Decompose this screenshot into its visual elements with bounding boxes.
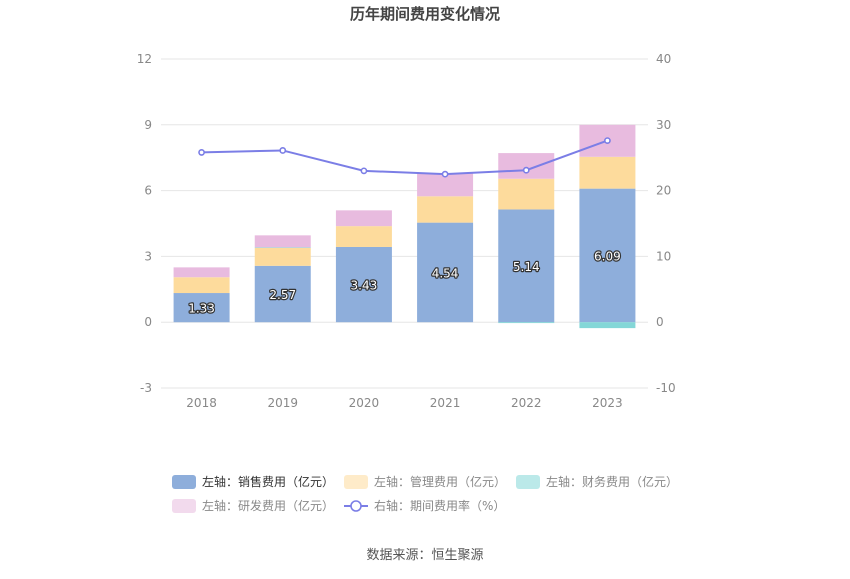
legend-item: 右轴：期间费用率（%）: [344, 498, 505, 513]
bar-finance-2019: [254, 247, 311, 248]
legend-item: 左轴：财务费用（亿元）: [516, 474, 678, 489]
legend-item: 左轴：研发费用（亿元）: [172, 498, 334, 513]
bar-admin-2019: [254, 247, 311, 266]
rate-point-2018: [198, 149, 205, 156]
left-tick-label: 6: [144, 184, 152, 198]
legend: 左轴：销售费用（亿元） 左轴：管理费用（亿元） 左轴：财务费用（亿元） 左轴：研发费用…: [172, 474, 678, 513]
bar-finance-2022: [498, 322, 555, 324]
bar-rnd-2021: [417, 173, 474, 197]
right-tick-label: 20: [656, 184, 671, 198]
bar-admin-2018: [173, 277, 230, 294]
bar-sales-2022: [498, 209, 555, 323]
legend-marker: [350, 500, 362, 512]
right-tick-label: -10: [656, 381, 676, 395]
expense-rate-line: [198, 137, 611, 178]
left-axis: -3 0 3 6 9 12: [137, 52, 152, 395]
gridlines: [161, 58, 648, 389]
rate-point-2020: [360, 167, 368, 175]
bar-sales-2020: [335, 246, 392, 323]
left-tick-label: 12: [137, 52, 152, 66]
bar-rnd-2018: [173, 267, 230, 278]
legend-label: 左轴：管理费用（亿元）: [374, 474, 506, 489]
left-tick-label: 9: [144, 118, 152, 132]
bar-sales-2019: [254, 265, 311, 323]
right-tick-label: 40: [656, 52, 671, 66]
legend-label: 左轴：销售费用（亿元）: [202, 474, 334, 489]
bars: [173, 124, 636, 329]
bar-rnd-2020: [335, 210, 392, 227]
x-tick-label: 2019: [267, 396, 298, 410]
rate-point-2019: [279, 147, 287, 154]
x-tick-label: 2018: [186, 396, 217, 410]
rate-line-path: [201, 139, 608, 176]
x-axis: 2018 2019 2020 2021 2022 2023: [186, 396, 622, 410]
bar-sales-2021: [417, 222, 474, 323]
legend-item: 左轴：销售费用（亿元）: [172, 474, 334, 489]
right-tick-label: 0: [656, 315, 664, 329]
legend-swatch: [172, 475, 196, 489]
bar-label: 1.33: [188, 302, 215, 316]
bar-rnd-2022: [498, 153, 555, 179]
legend-swatch: [172, 499, 196, 513]
legend-label: 左轴：财务费用（亿元）: [546, 474, 678, 489]
bar-sales-2018: [173, 293, 230, 323]
chart-title: 历年期间费用变化情况: [350, 5, 500, 23]
chart-source: 数据来源：恒生聚源: [366, 548, 483, 563]
legend-label: 左轴：研发费用（亿元）: [202, 498, 334, 513]
bar-finance-2023: [579, 322, 636, 329]
bar-data-labels: 1.33 2.57 3.43 4.54 5.14 6.09: [187, 248, 622, 317]
legend-label: 右轴：期间费用率（%）: [374, 498, 505, 513]
bar-admin-2022: [498, 178, 555, 210]
right-axis: -10 0 10 20 30 40: [656, 52, 676, 395]
x-tick-label: 2022: [511, 396, 542, 410]
bar-label: 4.54: [432, 266, 459, 280]
bar-admin-2021: [417, 196, 474, 223]
legend-item: 左轴：管理费用（亿元）: [344, 474, 506, 489]
bar-label: 6.09: [594, 249, 621, 263]
left-tick-label: 0: [144, 315, 152, 329]
rate-point-2022: [522, 166, 530, 174]
left-tick-label: 3: [144, 249, 152, 263]
left-tick-label: -3: [140, 381, 152, 395]
rate-point-2023: [604, 137, 611, 144]
rate-point-2021: [441, 170, 449, 178]
legend-swatch: [516, 475, 540, 489]
x-tick-label: 2023: [592, 396, 623, 410]
x-tick-label: 2021: [430, 396, 461, 410]
bar-label: 5.14: [513, 260, 540, 274]
bar-sales-2023: [579, 188, 636, 323]
bar-rnd-2019: [254, 235, 311, 248]
bar-admin-2020: [335, 226, 392, 247]
legend-swatch: [344, 475, 368, 489]
bar-label: 2.57: [269, 288, 296, 302]
x-tick-label: 2020: [349, 396, 380, 410]
bar-label: 3.43: [351, 279, 378, 293]
right-tick-label: 10: [656, 249, 671, 263]
right-tick-label: 30: [656, 118, 671, 132]
bar-admin-2023: [579, 156, 636, 189]
